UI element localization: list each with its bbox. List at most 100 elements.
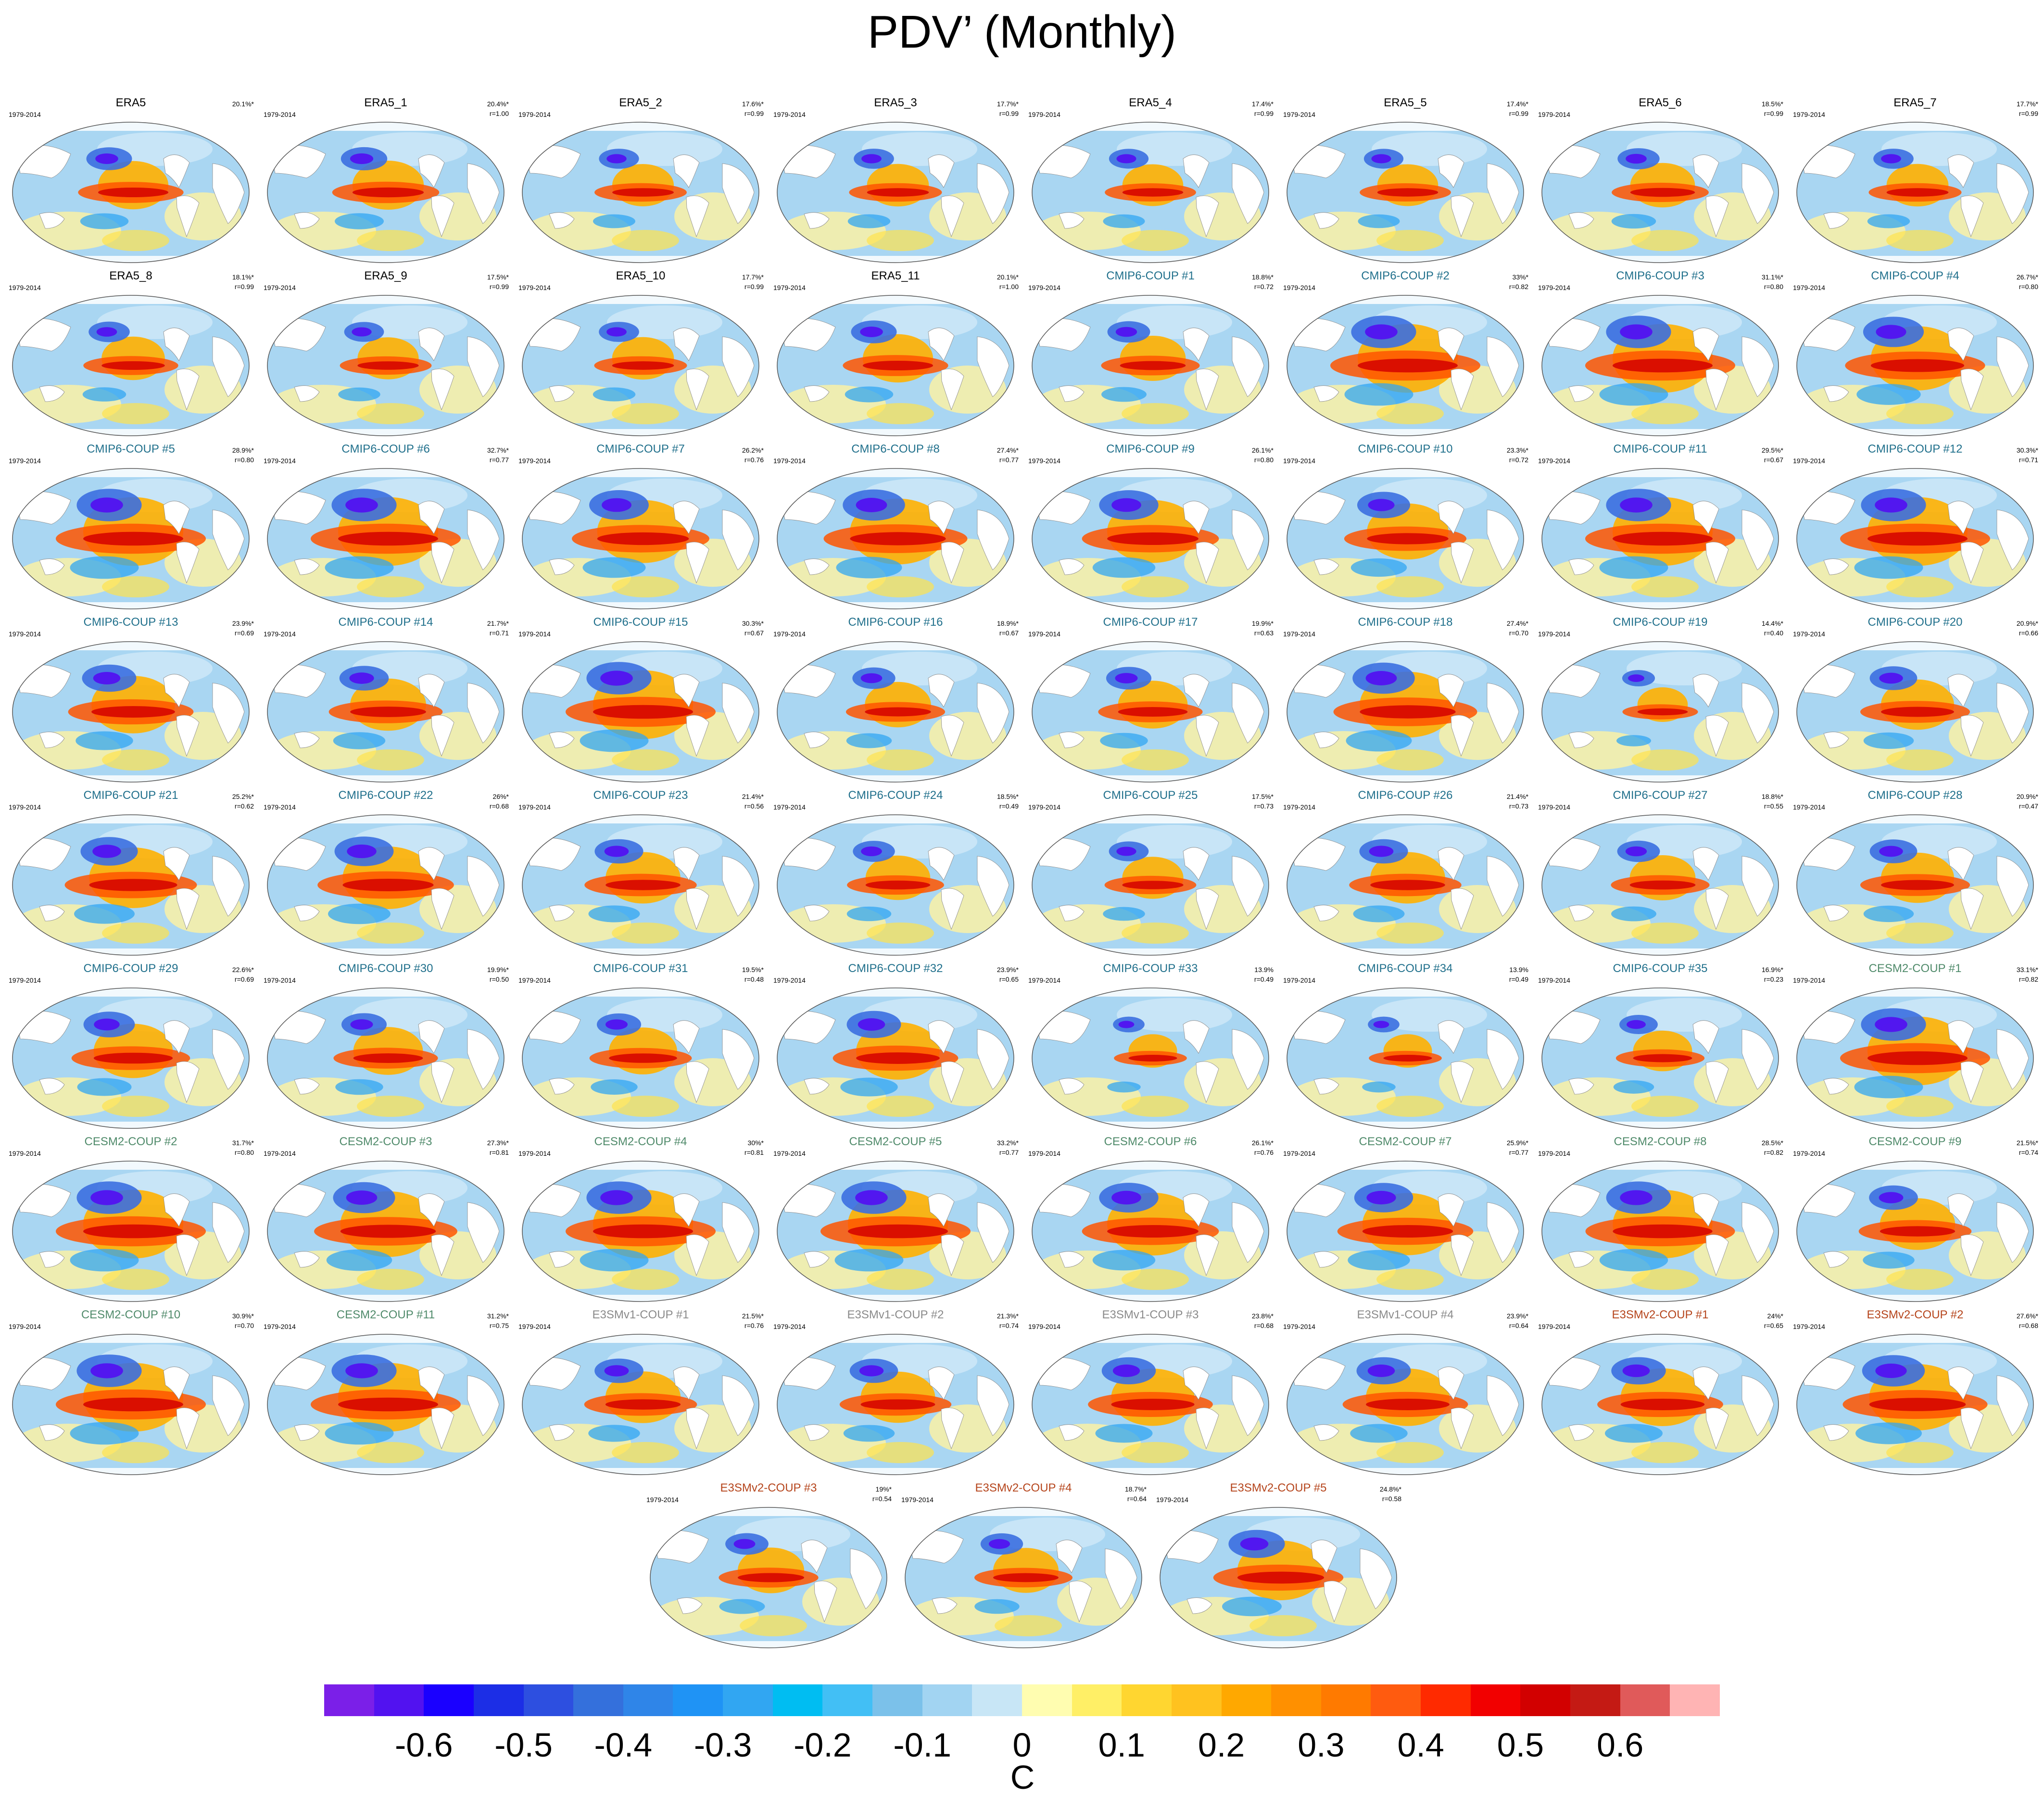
panel-title: CMIP6-COUP #10: [1358, 443, 1453, 455]
map-border: [267, 295, 505, 436]
map-panel: CMIP6-COUP #14 1979-2014 21.7%* r=0.71: [261, 616, 511, 786]
map-border: [777, 641, 1014, 783]
warm-patch: [357, 576, 424, 597]
panel-title: CMIP6-COUP #20: [1867, 616, 1963, 629]
panel-header: ERA5_7 1979-2014 17.7%* r=0.99: [1790, 96, 2040, 125]
panel-correlation: r=0.69: [234, 975, 254, 983]
australia-land: [1059, 905, 1085, 922]
africa-europe-land: [977, 163, 1009, 224]
south-pacific-cold-anomaly: [1599, 1249, 1668, 1272]
panel-correlation: r=0.82: [1764, 1149, 1783, 1156]
australia-land: [39, 1251, 65, 1268]
australia-land: [39, 558, 65, 575]
sst-map: [1287, 1334, 1524, 1475]
north-america-land: [163, 1193, 190, 1227]
south-america-land: [1705, 1234, 1729, 1277]
north-america-land: [801, 1540, 828, 1573]
panel-variance-percent: 13.9%: [1509, 966, 1528, 974]
panel-title: CMIP6-COUP #28: [1867, 789, 1963, 802]
panel-correlation: r=0.80: [2019, 283, 2038, 291]
australia-land: [1568, 1424, 1594, 1441]
south-america-land: [941, 195, 964, 238]
panel-period: 1979-2014: [1538, 1150, 1570, 1157]
panel-period: 1979-2014: [264, 1323, 296, 1330]
north-america-land: [1692, 1020, 1719, 1054]
panel-correlation: r=0.76: [744, 1322, 764, 1329]
panel-header: CMIP6-COUP #21 1979-2014 25.2%* r=0.62: [6, 789, 256, 818]
colorbar-swatch: [1371, 1684, 1421, 1716]
north-pacific-cold-core: [94, 1018, 120, 1031]
warm-patch: [102, 1269, 169, 1290]
panel-variance-percent: 27.4%*: [997, 446, 1019, 454]
north-america-land: [1692, 847, 1719, 881]
north-america-land: [1692, 1193, 1719, 1227]
panel-title: CMIP6-COUP #24: [848, 789, 943, 802]
map-border: [1032, 1334, 1269, 1475]
africa-europe-land: [722, 1202, 755, 1263]
sst-map: [1796, 1161, 2034, 1302]
colorbar-tick-label: 0: [1012, 1726, 1032, 1764]
tropical-warm-core: [89, 879, 177, 891]
north-pacific-cold-core: [1373, 1021, 1389, 1028]
north-america-land: [673, 1193, 700, 1227]
africa-europe-land: [1487, 683, 1519, 744]
north-america-land: [418, 847, 445, 881]
south-pacific-cold-anomaly: [1616, 735, 1651, 746]
south-america-land: [431, 1407, 454, 1450]
panel-header: ERA5_2 1979-2014 17.6%* r=0.99: [516, 96, 766, 125]
map-border: [1796, 987, 2034, 1129]
north-pacific-cold-core: [861, 846, 882, 857]
africa-europe-land: [212, 683, 245, 744]
map-border: [777, 468, 1014, 609]
south-america-land: [1960, 368, 1984, 411]
panel-correlation: r=0.80: [1254, 456, 1274, 464]
panel-title: CESM2-COUP #4: [594, 1135, 687, 1148]
tropical-warm-core: [1377, 188, 1438, 197]
map-container: [1540, 1159, 1780, 1303]
tropical-warm-core: [83, 1397, 183, 1412]
panel-variance-percent: 24%*: [1767, 1312, 1783, 1320]
south-america-land: [1451, 542, 1474, 584]
africa-europe-land: [467, 1375, 500, 1436]
panel-header: ERA5_1 1979-2014 20.4%* r=1.00: [261, 96, 511, 125]
map-border: [777, 987, 1014, 1129]
panel-correlation: r=0.77: [489, 456, 509, 464]
panel-correlation: r=0.82: [2019, 975, 2038, 983]
north-america-land: [163, 501, 190, 534]
panel-header: CMIP6-COUP #30 1979-2014 19.9%* r=0.50: [261, 962, 511, 991]
north-america-land: [1183, 154, 1210, 188]
north-america-land: [928, 328, 955, 361]
sst-map: [1541, 1161, 1779, 1302]
antarctic-land: [1542, 775, 1779, 782]
map-panel: CMIP6-COUP #4 1979-2014 26.7%* r=0.80: [1790, 269, 2040, 440]
north-america-land: [1438, 1366, 1464, 1400]
map-border: [1541, 814, 1779, 956]
australia-land: [1568, 558, 1594, 575]
australia-land: [1059, 1424, 1085, 1441]
panel-title: CESM2-COUP #6: [1104, 1135, 1197, 1148]
map-container: [1158, 1505, 1399, 1650]
antarctic-land: [650, 1641, 887, 1648]
panel-header: CMIP6-COUP #4 1979-2014 26.7%* r=0.80: [1790, 269, 2040, 298]
antarctic-land: [1797, 256, 2033, 263]
map-container: [1795, 293, 2035, 438]
map-container: [11, 293, 251, 438]
north-pacific-cold-core: [1366, 1190, 1396, 1205]
africa-europe-land: [1232, 1202, 1264, 1263]
panel-header: CESM2-COUP #11 1979-2014 31.2%* r=0.75: [261, 1308, 511, 1337]
panel-header: CMIP6-COUP #7 1979-2014 26.2%* r=0.76: [516, 443, 766, 471]
panel-period: 1979-2014: [1538, 803, 1570, 811]
map-container: [1285, 1332, 1526, 1477]
panel-title: ERA5_7: [1893, 96, 1937, 109]
panel-period: 1979-2014: [9, 111, 41, 118]
warm-patch: [1886, 1442, 1954, 1463]
map-container: [1285, 467, 1526, 611]
north-pacific-cold-core: [859, 1365, 884, 1377]
antarctic-land: [267, 602, 504, 609]
tropical-warm-core: [593, 1224, 693, 1239]
map-border: [12, 641, 250, 783]
tropical-warm-core: [1630, 188, 1695, 197]
north-pacific-cold-core: [1365, 671, 1397, 685]
panel-correlation: r=0.63: [1254, 629, 1274, 637]
sst-map: [1032, 641, 1269, 783]
